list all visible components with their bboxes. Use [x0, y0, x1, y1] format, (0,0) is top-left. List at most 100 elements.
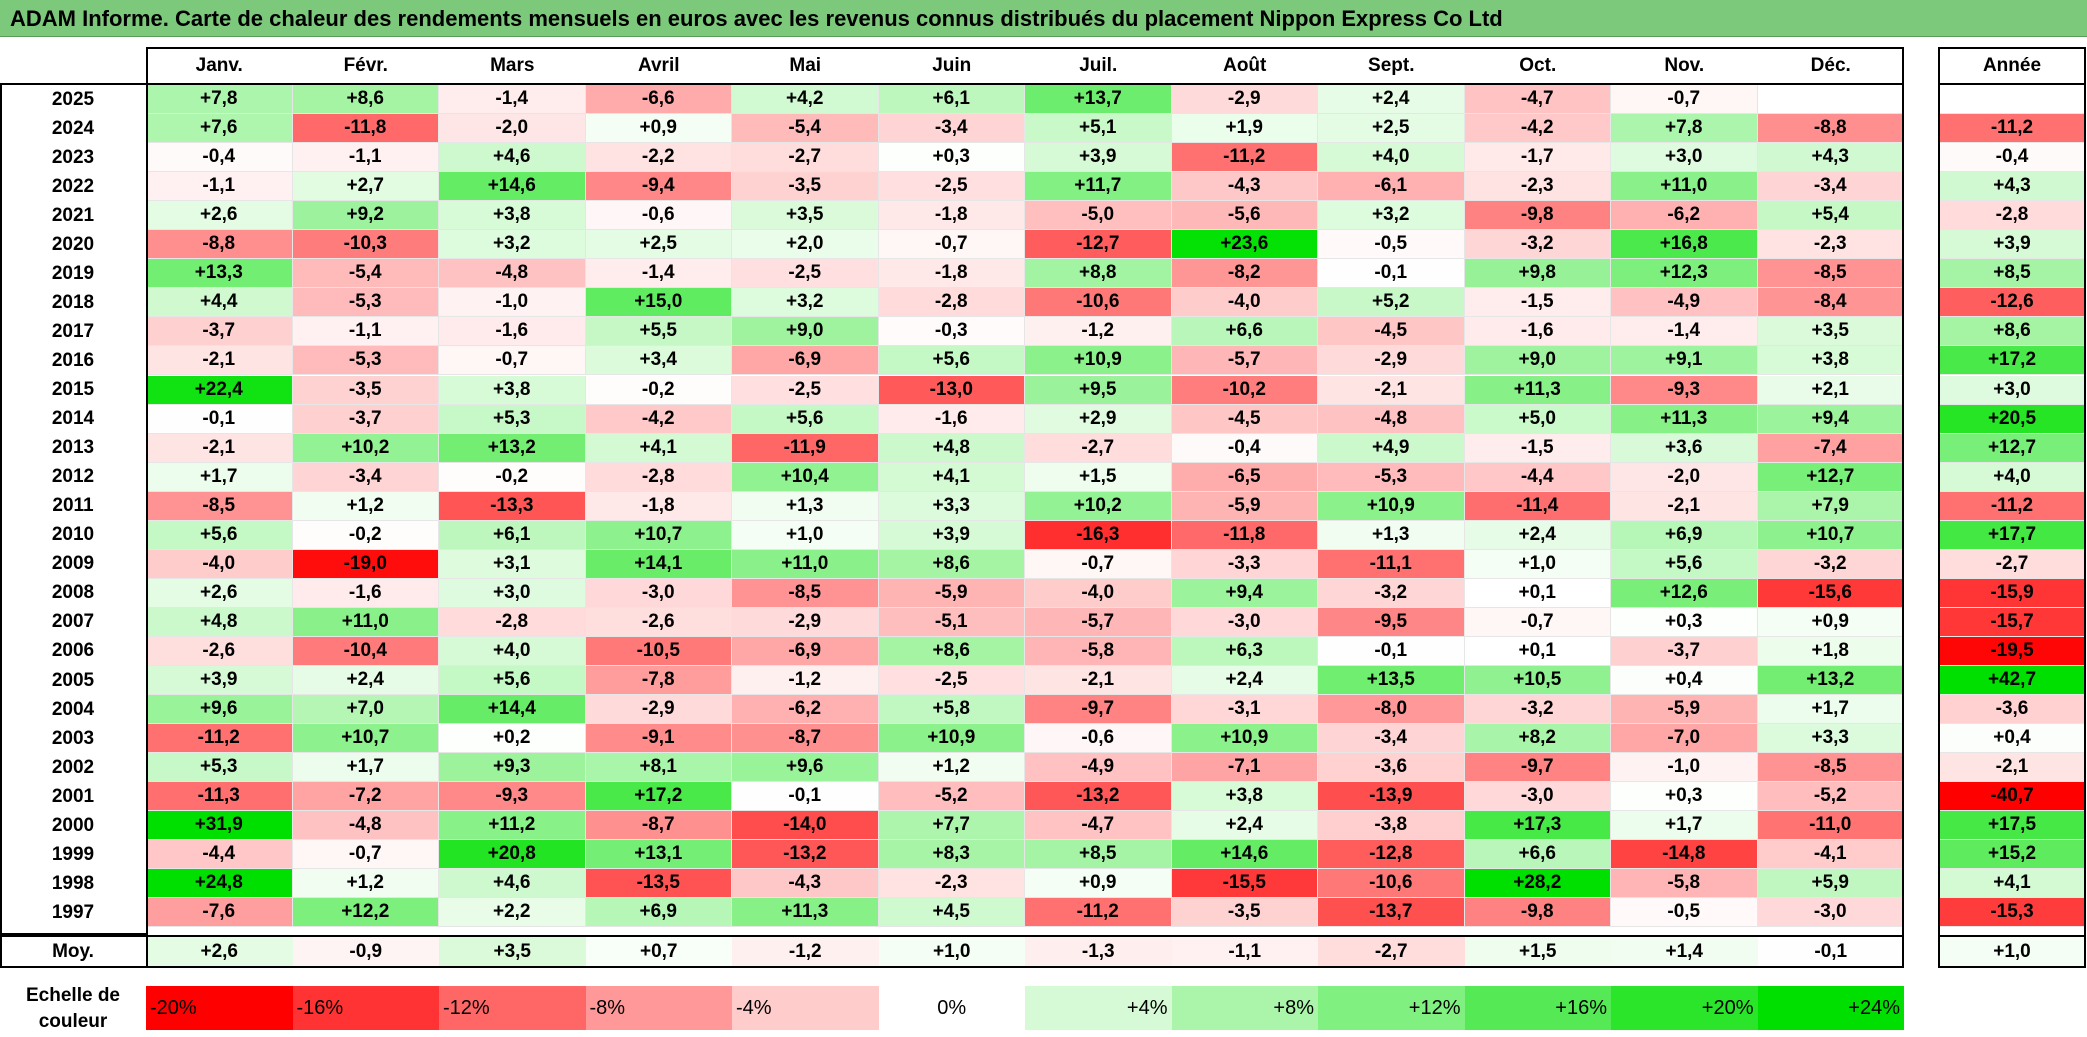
annual-cell: +3,0: [1938, 375, 2086, 405]
annual-cell: -2,8: [1938, 201, 2086, 231]
year-label: 2010: [0, 520, 146, 550]
heatmap-cell: -13,5: [585, 869, 732, 899]
heatmap-cell: -9,3: [439, 782, 586, 812]
heatmap-cell: +12,2: [292, 898, 439, 928]
heatmap-cell: +1,0: [1464, 549, 1611, 579]
heatmap-cell: +8,6: [878, 549, 1025, 579]
heatmap-cell: -3,1: [1171, 695, 1318, 725]
annual-cell: +0,4: [1938, 724, 2086, 754]
heatmap-cell: -9,1: [585, 724, 732, 754]
heatmap-cell: +10,2: [1025, 491, 1172, 521]
heatmap-cell: +10,9: [1318, 491, 1465, 521]
heatmap-cell: +2,4: [292, 666, 439, 696]
heatmap-cell: -7,4: [1757, 433, 1904, 463]
month-header: Août: [1171, 47, 1318, 85]
heatmap-cell: -0,1: [146, 404, 293, 434]
heatmap-cell: +4,6: [439, 869, 586, 899]
average-cell: +2,6: [146, 935, 293, 968]
heatmap-cell: +3,6: [1611, 433, 1758, 463]
heatmap-cell: +11,3: [1611, 404, 1758, 434]
heatmap-cell: +9,6: [732, 753, 879, 783]
heatmap-cell: -13,2: [1025, 782, 1172, 812]
heatmap-cell: +9,5: [1025, 375, 1172, 405]
month-header: Mars: [439, 47, 586, 85]
heatmap-cell: +10,5: [1464, 666, 1611, 696]
heatmap-cell: +11,0: [292, 607, 439, 637]
heatmap-cell: +0,1: [1464, 636, 1611, 666]
heatmap-cell: +23,6: [1171, 230, 1318, 260]
month-header: Janv.: [146, 47, 293, 85]
annual-cell: -15,9: [1938, 578, 2086, 608]
heatmap-cell: -2,1: [1318, 375, 1465, 405]
heatmap-cell: -8,7: [732, 724, 879, 754]
heatmap-cell: +3,0: [439, 578, 586, 608]
heatmap-cell: -2,7: [732, 143, 879, 173]
heatmap-cell: -2,1: [146, 346, 293, 376]
heatmap-cell: -7,2: [292, 782, 439, 812]
heatmap-cell: +13,3: [146, 259, 293, 289]
heatmap-cell: -3,5: [1171, 898, 1318, 928]
average-cell: -1,2: [732, 935, 879, 968]
heatmap-cell: -1,8: [878, 259, 1025, 289]
heatmap-cell: -5,3: [1318, 462, 1465, 492]
heatmap-cell: +13,2: [439, 433, 586, 463]
heatmap-cell: +1,8: [1757, 636, 1904, 666]
heatmap-cell: -10,6: [1025, 288, 1172, 318]
heatmap-cell: +7,6: [146, 114, 293, 144]
scale-swatch: -16%: [292, 986, 439, 1030]
heatmap-cell: -19,0: [292, 549, 439, 579]
heatmap-cell: -0,5: [1611, 898, 1758, 928]
year-label: 1999: [0, 840, 146, 870]
heatmap-cell: -5,9: [878, 578, 1025, 608]
heatmap-cell: +3,1: [439, 549, 586, 579]
heatmap-cell: -13,3: [439, 491, 586, 521]
heatmap-cell: -13,7: [1318, 898, 1465, 928]
heatmap-cell: -9,8: [1464, 201, 1611, 231]
heatmap-cell: +5,8: [878, 695, 1025, 725]
heatmap-cell: +5,6: [439, 666, 586, 696]
heatmap-cell: -8,5: [1757, 753, 1904, 783]
heatmap-cell: -4,0: [1025, 578, 1172, 608]
year-label: 2025: [0, 85, 146, 115]
heatmap-cell: -1,6: [878, 404, 1025, 434]
annual-cell: +4,1: [1938, 869, 2086, 899]
heatmap-cell: +0,3: [1611, 782, 1758, 812]
average-cell: +3,5: [439, 935, 586, 968]
report-title: ADAM Informe. Carte de chaleur des rende…: [0, 0, 2087, 37]
average-label: Moy.: [0, 935, 146, 968]
heatmap-cell: -0,7: [878, 230, 1025, 260]
heatmap-cell: +3,8: [439, 201, 586, 231]
heatmap-cell: -2,5: [878, 172, 1025, 202]
heatmap-cell: -7,6: [146, 898, 293, 928]
heatmap-cell: -4,3: [1171, 172, 1318, 202]
year-label: 2017: [0, 317, 146, 347]
heatmap-cell: -2,0: [439, 114, 586, 144]
heatmap-cell: -1,2: [732, 666, 879, 696]
heatmap-cell: +2,5: [1318, 114, 1465, 144]
heatmap-cell: +5,6: [1611, 549, 1758, 579]
month-header: Oct.: [1464, 47, 1611, 85]
heatmap-cell: +8,8: [1025, 259, 1172, 289]
heatmap-cell: -5,0: [1025, 201, 1172, 231]
annual-cell: -0,4: [1938, 143, 2086, 173]
heatmap-cell: +11,0: [1611, 172, 1758, 202]
heatmap-cell: -14,0: [732, 811, 879, 841]
heatmap-cell: -2,8: [439, 607, 586, 637]
heatmap-cell: -8,4: [1757, 288, 1904, 318]
heatmap-cell: -6,2: [732, 695, 879, 725]
heatmap-cell: -2,1: [146, 433, 293, 463]
heatmap-cell: +4,9: [1318, 433, 1465, 463]
heatmap-cell: -5,4: [732, 114, 879, 144]
annual-cell: +17,5: [1938, 811, 2086, 841]
heatmap-cell: +5,6: [878, 346, 1025, 376]
heatmap-cell: -3,3: [1171, 549, 1318, 579]
heatmap-cell: -4,5: [1318, 317, 1465, 347]
heatmap-cell: +7,9: [1757, 491, 1904, 521]
average-cell: -0,1: [1757, 935, 1904, 968]
heatmap-cell: +9,3: [439, 753, 586, 783]
heatmap-cell: +7,8: [146, 85, 293, 115]
heatmap-cell: +1,3: [732, 491, 879, 521]
heatmap-cell: +6,3: [1171, 636, 1318, 666]
heatmap-cell: -0,1: [1318, 636, 1465, 666]
heatmap-cell: -0,3: [878, 317, 1025, 347]
